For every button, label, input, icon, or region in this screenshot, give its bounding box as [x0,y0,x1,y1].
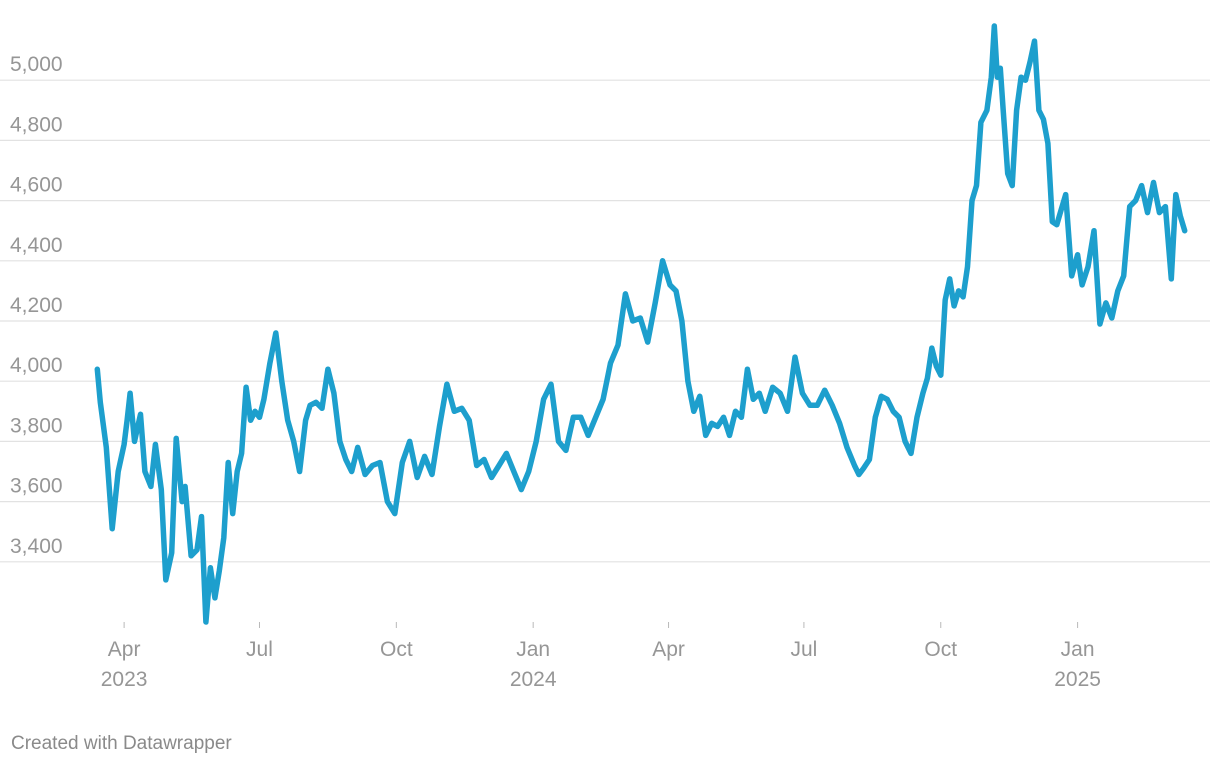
x-tick-label: Apr [108,638,141,661]
y-tick-label: 4,400 [10,234,63,257]
x-tick-year-label: 2023 [101,668,148,691]
x-tick-label: Jan [1061,638,1095,661]
y-tick-label: 4,000 [10,354,63,377]
x-tick-label: Oct [380,638,413,661]
x-axis: Apr 2023 Jul Oct Jan 2024 Apr Jul Oct Jan 2025 [101,622,1101,691]
y-tick-label: 3,400 [10,535,63,558]
x-tick-label: Jul [246,638,273,661]
y-gridlines [0,79,1210,563]
plot-area [94,23,1188,625]
y-tick-label: 4,600 [10,174,63,197]
y-axis: 3,400 3,600 3,800 4,000 4,200 4,400 4,600 4,800… [10,53,63,558]
x-tick-label: Jan [516,638,550,661]
y-tick-label: 4,800 [10,113,63,136]
series-line-0 [94,23,1188,625]
y-tick-label: 3,800 [10,414,63,437]
x-tick-label: Apr [652,638,685,661]
credit-text: Created with Datawrapper [11,733,232,754]
y-tick-label: 3,600 [10,475,63,498]
y-tick-label: 5,000 [10,53,63,76]
line-chart: 3,400 3,600 3,800 4,000 4,200 4,400 4,600 4,800… [0,23,1210,691]
x-tick-label: Jul [790,638,817,661]
y-tick-label: 4,200 [10,294,63,317]
x-tick-year-label: 2024 [510,668,557,691]
x-tick-label: Oct [924,638,957,661]
x-tick-year-label: 2025 [1054,668,1101,691]
